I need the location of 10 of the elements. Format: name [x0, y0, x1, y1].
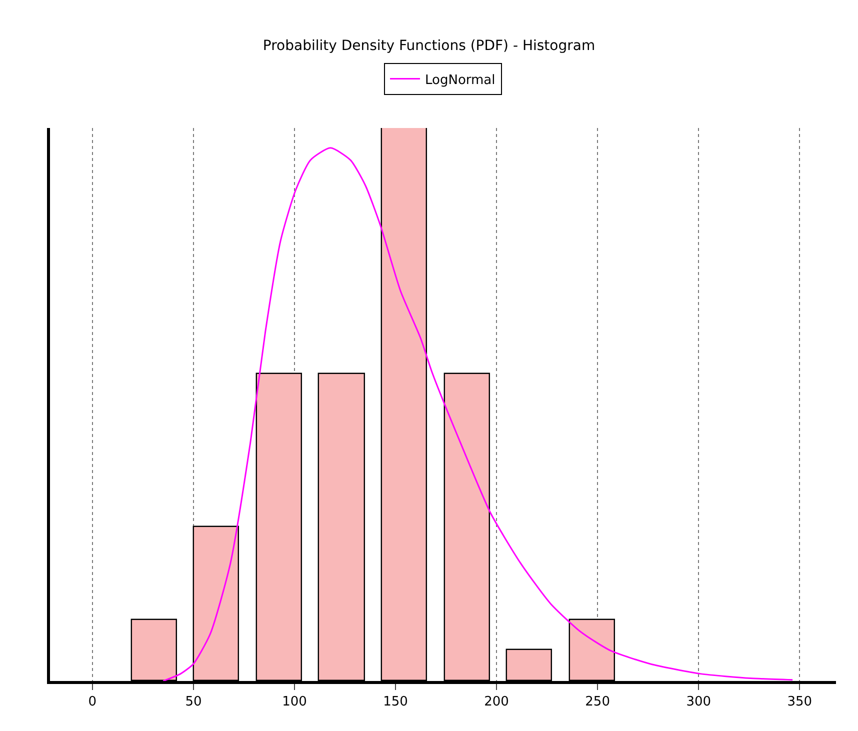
x-tick-label: 50: [185, 694, 202, 710]
x-tick-label: 0: [88, 694, 97, 710]
x-tick-label: 100: [282, 694, 307, 710]
legend-label: LogNormal: [425, 72, 496, 88]
x-tick-label: 150: [383, 694, 408, 710]
chart-title: Probability Density Functions (PDF) - Histogram: [262, 38, 596, 54]
x-tick-label: 300: [686, 694, 712, 710]
x-tick-label: 250: [585, 694, 610, 710]
x-tick-label: 350: [787, 694, 812, 710]
x-tick-label: 200: [484, 694, 509, 710]
